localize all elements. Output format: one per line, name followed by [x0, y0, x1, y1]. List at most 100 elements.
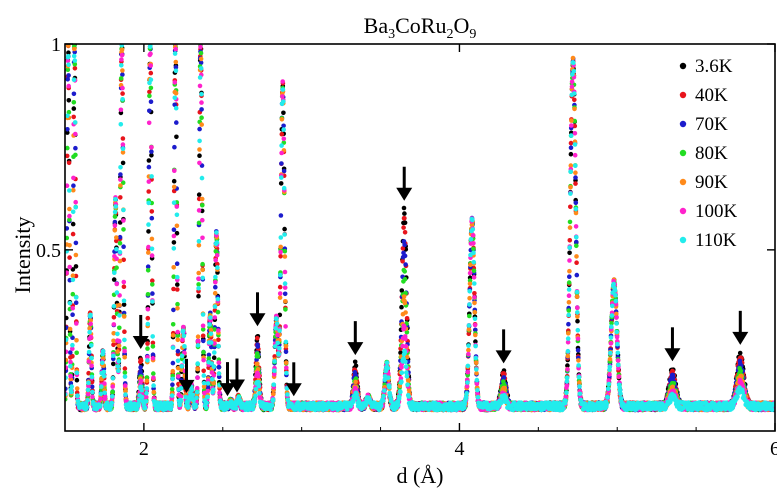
data-point — [67, 332, 73, 337]
data-point — [175, 301, 180, 307]
data-point — [150, 282, 155, 287]
data-point — [73, 300, 79, 306]
data-point — [572, 97, 577, 103]
data-point — [283, 307, 288, 312]
data-point — [402, 220, 408, 225]
data-point — [198, 50, 204, 56]
data-point — [65, 145, 70, 151]
data-point — [146, 229, 151, 234]
data-point — [737, 350, 743, 356]
data-point — [277, 284, 283, 290]
data-point — [279, 131, 285, 137]
data-point — [171, 286, 176, 292]
data-point — [472, 291, 477, 296]
data-point — [573, 175, 578, 180]
data-point — [254, 335, 260, 341]
data-point — [65, 77, 70, 82]
data-point — [255, 344, 261, 349]
data-point — [205, 385, 211, 390]
data-point — [201, 349, 206, 355]
data-point — [282, 291, 288, 297]
data-point — [66, 50, 71, 55]
data-point — [72, 66, 78, 71]
data-point — [281, 168, 287, 174]
data-point — [200, 261, 205, 267]
data-point — [212, 327, 217, 332]
data-point — [175, 348, 181, 354]
data-point — [566, 321, 571, 327]
data-point — [568, 204, 573, 210]
data-point — [567, 238, 573, 243]
data-point — [211, 355, 217, 361]
data-point — [120, 136, 126, 141]
data-point — [213, 284, 218, 290]
data-point — [73, 240, 79, 246]
data-point — [473, 327, 478, 333]
data-point — [118, 76, 124, 81]
data-point — [171, 227, 177, 232]
data-point — [282, 248, 288, 254]
data-point — [65, 226, 70, 231]
data-point — [574, 260, 579, 266]
data-point — [66, 160, 72, 166]
data-point — [171, 178, 177, 184]
data-point — [197, 126, 202, 132]
data-point — [121, 244, 126, 249]
data-point — [402, 242, 407, 248]
data-point — [404, 329, 410, 335]
data-point — [402, 216, 407, 221]
data-point — [278, 181, 284, 186]
data-point — [149, 209, 155, 214]
chart-title: Ba3CoRu2O9 — [364, 13, 477, 42]
data-point — [150, 344, 156, 349]
data-point — [278, 213, 284, 218]
data-point — [215, 309, 221, 315]
data-point — [65, 153, 70, 159]
data-point — [400, 246, 406, 251]
data-point — [122, 370, 128, 375]
data-point — [118, 172, 123, 177]
data-point — [65, 127, 70, 132]
data-point — [402, 211, 407, 216]
data-point — [171, 274, 176, 280]
data-point — [150, 278, 155, 284]
data-point — [145, 346, 150, 351]
data-point — [216, 364, 222, 370]
data-point — [283, 349, 289, 355]
data-point — [281, 110, 286, 116]
data-point — [501, 375, 507, 380]
data-point — [66, 98, 72, 103]
data-point — [67, 255, 72, 260]
data-point — [112, 214, 118, 219]
data-point — [65, 235, 70, 241]
data-point — [567, 250, 572, 256]
data-point — [200, 327, 206, 332]
data-point — [196, 293, 201, 299]
data-point — [146, 189, 151, 194]
data-point — [402, 276, 408, 282]
data-point — [568, 151, 574, 157]
data-point — [120, 72, 125, 77]
data-point — [144, 375, 150, 380]
data-point — [574, 272, 580, 278]
data-point — [66, 39, 71, 44]
data-point — [145, 315, 151, 321]
title-end: O — [453, 13, 469, 38]
data-point — [565, 363, 570, 368]
title-sub1: 3 — [388, 27, 395, 42]
data-point — [70, 291, 76, 297]
data-point — [201, 338, 206, 344]
title-mid: CoRu — [395, 13, 446, 38]
data-point — [172, 144, 177, 150]
data-point — [149, 153, 154, 158]
data-point — [201, 368, 206, 374]
data-point — [74, 377, 80, 383]
data-point — [670, 369, 676, 374]
data-point — [66, 109, 72, 115]
data-point — [150, 340, 156, 346]
data-point — [147, 89, 152, 95]
data-point — [404, 316, 410, 321]
data-point — [198, 39, 203, 44]
data-point — [170, 360, 176, 366]
data-point — [197, 153, 202, 158]
